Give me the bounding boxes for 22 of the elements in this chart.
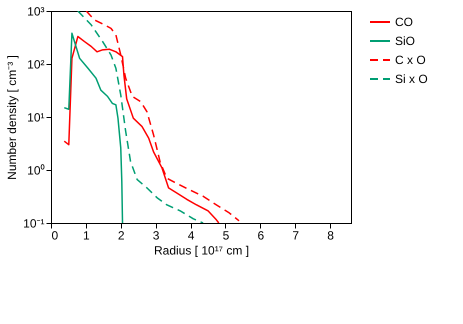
legend-label: CO — [395, 15, 413, 29]
x-tick-label: 1 — [83, 228, 90, 242]
x-tick-label: 2 — [118, 228, 125, 242]
y-tick-label: 10¹ — [27, 110, 45, 124]
y-tick-label: 10⁻¹ — [23, 216, 45, 230]
y-tick-label: 10² — [27, 58, 45, 72]
line-series — [64, 32, 124, 223]
legend-label: Si x O — [395, 72, 428, 86]
x-tick-label: 7 — [292, 228, 300, 242]
y-axis-title: Number density [ cm⁻³ ] — [5, 55, 20, 180]
x-tick-label: 6 — [257, 228, 264, 242]
x-axis-title: Radius [ 10¹⁷ cm ] — [154, 244, 250, 258]
y-tick-label: 10⁰ — [27, 164, 44, 178]
x-tick-label: 3 — [152, 228, 160, 242]
x-tick-label: 0 — [52, 228, 58, 242]
legend-label: SiO — [395, 34, 416, 48]
legend-label: C x O — [395, 53, 426, 67]
x-tick-label: 8 — [327, 228, 334, 242]
x-tick-label: 4 — [188, 228, 195, 242]
line-series — [77, 11, 204, 223]
y-tick-label: 10³ — [27, 4, 45, 18]
x-tick-label: 5 — [222, 228, 230, 242]
